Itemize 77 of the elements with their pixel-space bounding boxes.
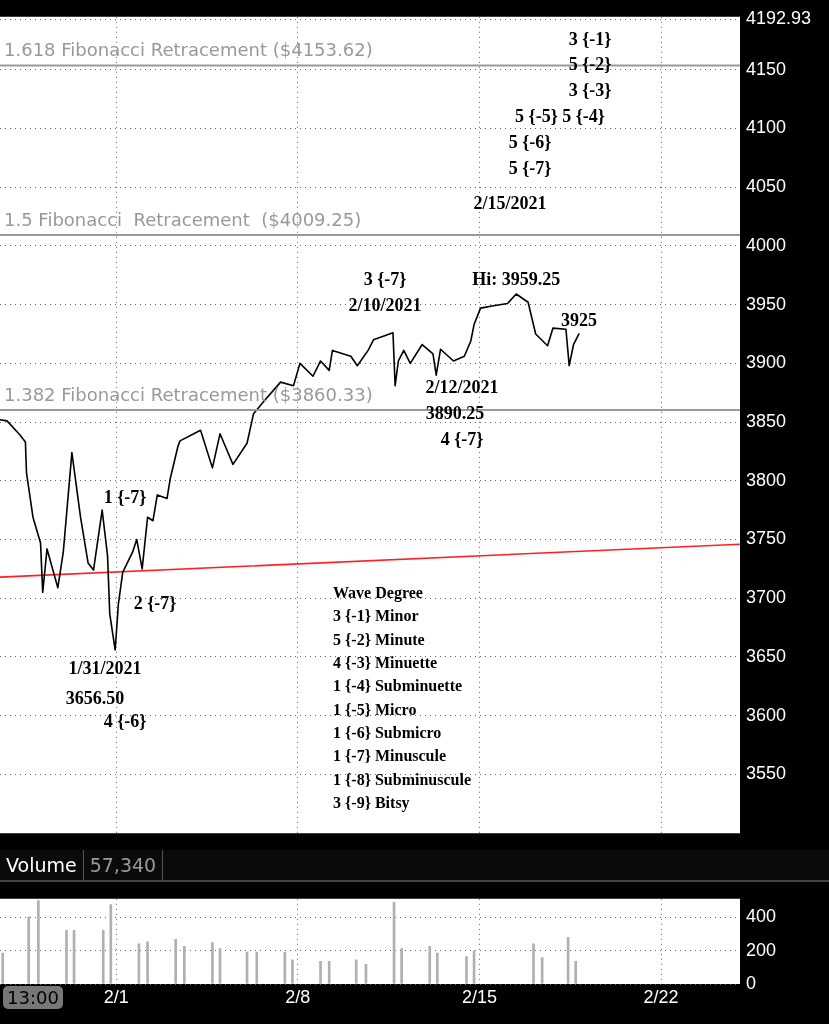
bar: [291, 959, 294, 984]
y-tick-label: 3600: [746, 704, 787, 725]
bar: [1, 952, 5, 984]
y-tick-label: 3700: [746, 587, 787, 608]
text: 13:00: [3, 986, 63, 1009]
bar: [465, 956, 468, 984]
annotation: 3656.50: [65, 687, 125, 708]
annotation: 3 {-1}: [568, 28, 612, 49]
x-tick-label: 2/15: [461, 986, 497, 1007]
annotation: 5 {-7}: [508, 157, 552, 178]
text: 57,340: [83, 850, 164, 880]
bar: [319, 960, 322, 984]
annotation: 3890.25: [425, 402, 485, 423]
annotation: 1 {-6} Submicro: [333, 723, 442, 741]
bar: [174, 939, 178, 984]
bar: [182, 945, 186, 984]
annotation: 5 {-2}: [568, 53, 612, 74]
annotation: 1 {-7}: [103, 486, 147, 507]
y-tick-label: 4050: [746, 176, 787, 197]
y-tick-label: 3850: [746, 411, 787, 432]
bar: [211, 942, 214, 984]
annotation: 1 {-8} Subminuscule: [333, 770, 471, 788]
annotation: 2/10/2021: [348, 294, 422, 315]
y-tick-label: 3950: [746, 293, 787, 314]
y-tick-label: 200: [746, 939, 777, 960]
annotation: Hi: 3959.25: [472, 269, 561, 290]
y-tick-label: 4150: [746, 58, 787, 79]
chart-title: Volume: [0, 850, 84, 880]
annotation: 2/15/2021: [473, 192, 547, 213]
bar: [400, 948, 403, 984]
annotation: 2 {-7}: [133, 592, 177, 613]
annotation: 4 {-7}: [440, 428, 484, 449]
annotation: 1 {-7} Minuscule: [333, 747, 447, 765]
annotation: 3 {-3}: [568, 79, 612, 100]
x-tick-label: 2/8: [285, 986, 311, 1007]
annotation: 1 {-4} Subminuette: [333, 677, 463, 695]
annotation: 3925: [560, 309, 597, 330]
ref-line-label: 1.5 Fibonacci Retracement ($4009.25): [4, 208, 362, 230]
ref-line-label: 1.382 Fibonacci Retracement ($3860.33): [4, 383, 373, 405]
bar: [109, 904, 113, 984]
ref-line-label: 1.618 Fibonacci Retracement ($4153.62): [4, 39, 373, 61]
annotation: 5 {-6}: [508, 131, 552, 152]
y-tick-label: 4100: [746, 117, 787, 138]
y-tick-label: 3900: [746, 352, 787, 373]
y-tick-label: 3650: [746, 645, 787, 666]
bar: [574, 960, 578, 984]
annotation: 3 {-7}: [363, 268, 407, 289]
annotation: 5 {-5} 5 {-4}: [515, 105, 605, 126]
y-tick-label: 0: [746, 972, 757, 993]
y-tick-label: 3750: [746, 528, 787, 549]
annotation: 2/12/2021: [425, 376, 499, 397]
y-tick-label: 3550: [746, 763, 787, 784]
bar: [37, 900, 40, 984]
annotation: 5 {-2} Minute: [333, 630, 425, 648]
annotation: 1/31/2021: [68, 657, 142, 678]
y-tick-label: 4000: [746, 234, 787, 255]
annotation: 3 {-9} Bitsy: [333, 793, 410, 812]
annotation: 1 {-5} Micro: [333, 700, 417, 718]
y-tick-label: 4192.93: [746, 8, 812, 29]
annotation: 4 {-3} Minuette: [333, 654, 438, 672]
bar: [146, 941, 149, 984]
annotation: 3 {-1} Minor: [333, 607, 419, 625]
bar: [428, 945, 432, 984]
bar: [532, 943, 535, 984]
bar: [435, 952, 439, 984]
bar: [65, 930, 68, 984]
y-tick-label: 3800: [746, 469, 787, 490]
annotation: Wave Degree: [333, 584, 423, 603]
bar: [101, 930, 105, 984]
annotation: 4 {-6}: [103, 710, 147, 731]
bar: [27, 916, 30, 984]
y-tick-label: 400: [746, 906, 777, 927]
bar: [327, 960, 331, 984]
x-tick-label: 2/22: [643, 986, 679, 1007]
bar: [354, 959, 358, 984]
x-tick-label: 2/1: [103, 986, 129, 1007]
bar: [255, 951, 259, 984]
